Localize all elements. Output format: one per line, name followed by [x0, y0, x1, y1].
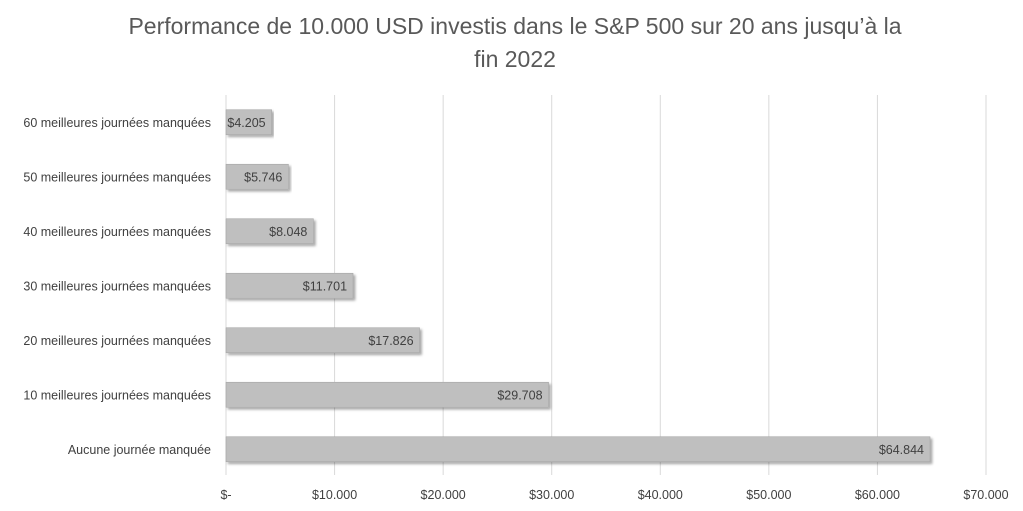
data-label: $5.746 [244, 170, 282, 184]
bars: $4.205 $5.746 $8.048 $11.701 $17.826 $29.708 $… [225, 109, 931, 463]
bar [225, 218, 314, 245]
chart-title-line-1: Performance de 10.000 USD investis dans … [128, 13, 901, 39]
category-label: 10 meilleures journées manquées [23, 388, 211, 402]
data-label: $64.844 [879, 443, 924, 457]
category-label: 20 meilleures journées manquées [23, 334, 211, 348]
data-label: $17.826 [368, 334, 413, 348]
chart-title-line-2: fin 2022 [474, 46, 556, 72]
bar [225, 109, 272, 136]
bar [225, 272, 354, 299]
data-label: $11.701 [303, 279, 347, 293]
bar [225, 163, 289, 190]
bar [225, 381, 549, 408]
category-label: Aucune journée manquée [68, 443, 211, 457]
x-tick-label: $10.000 [312, 488, 357, 502]
x-tick-label: $40.000 [638, 488, 683, 502]
x-axis-tick-labels: $- $10.000 $20.000 $30.000 $40.000 $50.000 $60… [220, 488, 1008, 502]
gridlines [225, 95, 987, 475]
data-label: $8.048 [269, 225, 307, 239]
category-label: 50 meilleures journées manquées [23, 170, 211, 184]
x-tick-label: $50.000 [746, 488, 791, 502]
data-label: $4.205 [227, 116, 265, 130]
data-label: $29.708 [497, 388, 542, 402]
category-label: 30 meilleures journées manquées [23, 279, 211, 293]
x-tick-label: $70.000 [963, 488, 1008, 502]
category-label: 40 meilleures journées manquées [23, 225, 211, 239]
bar [225, 436, 931, 463]
category-labels: 60 meilleures journées manquées 50 meille… [23, 116, 211, 457]
bar [225, 327, 420, 354]
x-tick-label: $20.000 [421, 488, 466, 502]
x-tick-label: $30.000 [529, 488, 574, 502]
category-label: 60 meilleures journées manquées [23, 116, 211, 130]
x-tick-label: $60.000 [855, 488, 900, 502]
x-tick-label: $- [220, 488, 231, 502]
